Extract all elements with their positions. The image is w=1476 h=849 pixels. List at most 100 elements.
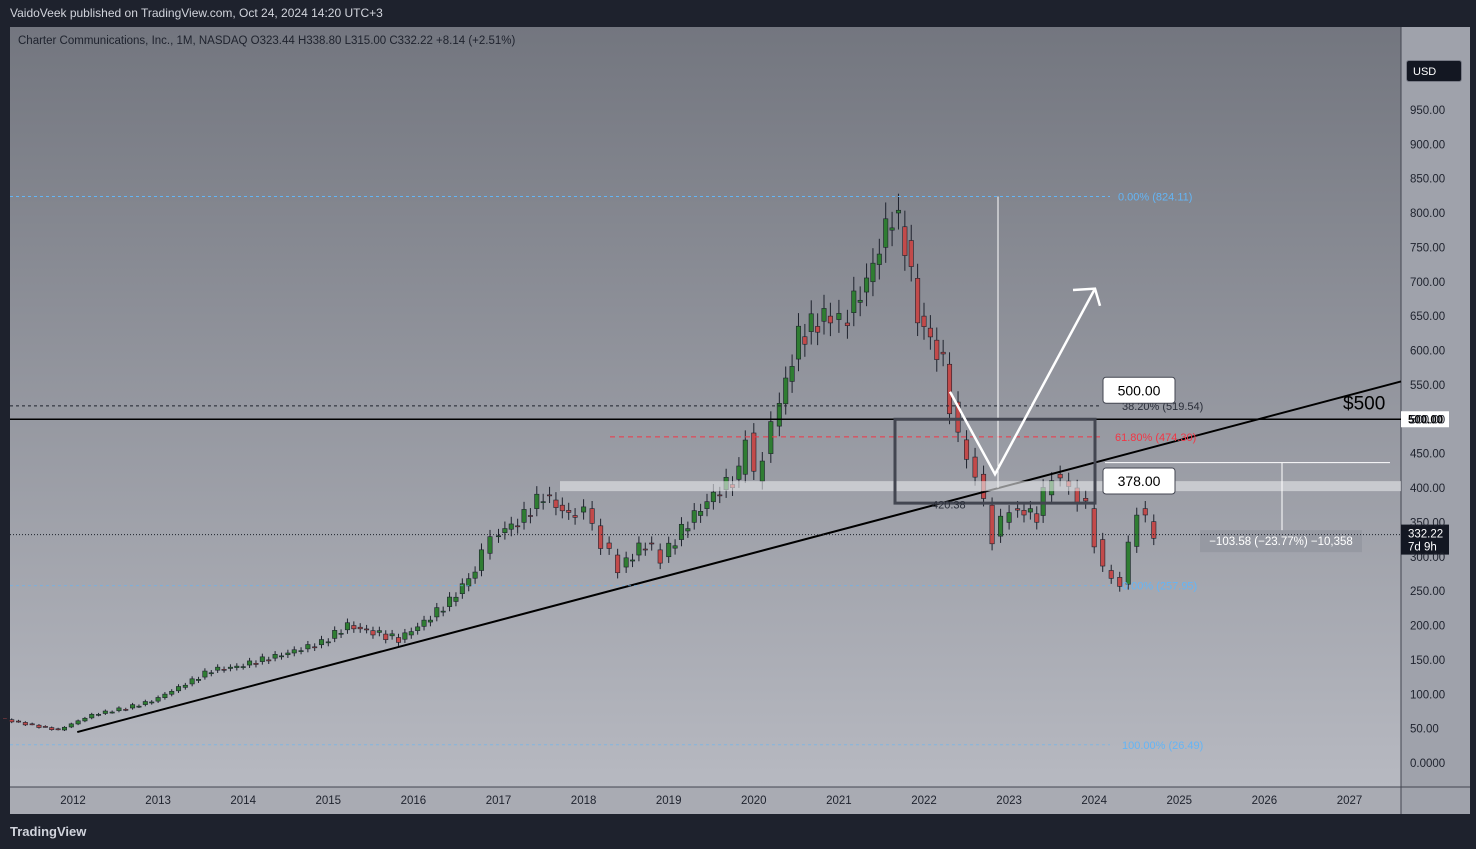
x-tick-label: 2013 <box>145 795 171 807</box>
candle-body <box>459 583 465 595</box>
candle-body <box>657 549 663 564</box>
candle-body <box>908 240 914 267</box>
candle-body <box>478 549 484 571</box>
candle-body <box>857 299 863 303</box>
candle-body <box>472 571 478 579</box>
candle-body <box>717 494 723 497</box>
candle-body <box>759 460 765 482</box>
y-tick-label: 150.00 <box>1410 655 1445 667</box>
candle-body <box>487 536 493 554</box>
fib-100-label: 100.00% (26.49) <box>1122 740 1203 752</box>
candle-body <box>921 315 927 327</box>
box-label: 420.38 <box>932 500 966 512</box>
candle-body <box>234 665 240 668</box>
currency-button[interactable]: USD <box>1406 60 1462 82</box>
fib-618-label: 61.80% (474.30) <box>1115 432 1196 444</box>
x-tick-label: 2026 <box>1252 795 1278 807</box>
time-axis-bg <box>10 787 1401 814</box>
chart-svg[interactable]: $500 38.20% (519.54) 61.80% (474.30) 0.00% … <box>0 27 1476 814</box>
candle-body <box>934 339 940 360</box>
candle-body <box>870 262 876 283</box>
y-tick-label: 100.00 <box>1410 689 1445 701</box>
candle-body <box>704 501 710 509</box>
candle-body <box>927 327 933 338</box>
fib-low-label: 0.00% (257.95) <box>1122 581 1197 593</box>
resistance-band <box>560 481 1401 492</box>
y-tick-label: 850.00 <box>1410 174 1445 186</box>
candle-body <box>864 277 870 293</box>
candle-body <box>742 439 748 475</box>
candle-body <box>240 666 246 668</box>
candle-body <box>298 650 304 652</box>
candle-body <box>802 336 808 345</box>
candle-body <box>915 278 921 324</box>
projection-arrow <box>948 288 1097 477</box>
candle-body <box>521 509 527 523</box>
candle-body <box>547 494 553 497</box>
candle-body <box>972 456 978 478</box>
callout-378 <box>1102 467 1176 495</box>
publisher-bar: VaidoVeek published on TradingView.com, … <box>0 0 1476 27</box>
y-tick-label: 900.00 <box>1410 139 1445 151</box>
candle-body <box>55 728 61 731</box>
axis-500-tag <box>1401 411 1449 428</box>
candle-body <box>615 554 621 574</box>
callout-500 <box>1102 376 1176 404</box>
candle-body <box>9 719 15 723</box>
candle-body <box>815 326 821 333</box>
candle-body <box>259 656 265 662</box>
candle-body <box>776 403 782 427</box>
candle-body <box>344 622 350 631</box>
candle-body <box>889 227 895 231</box>
candle-body <box>357 626 363 630</box>
candle-body <box>768 421 774 454</box>
y-tick-label: 0.0000 <box>1410 758 1445 770</box>
y-tick-label: 950.00 <box>1410 105 1445 117</box>
candle-body <box>559 504 565 512</box>
candle-body <box>527 515 533 517</box>
chart-area[interactable]: $500 38.20% (519.54) 61.80% (474.30) 0.00% … <box>0 27 1476 814</box>
candle-body <box>364 628 370 631</box>
candle-body <box>589 508 595 524</box>
x-tick-label: 2019 <box>656 795 682 807</box>
arrow-head <box>1072 287 1102 307</box>
candle-body <box>208 672 214 675</box>
candle-body <box>623 557 629 568</box>
candle-body <box>176 686 182 692</box>
candle-body <box>421 619 427 627</box>
candle-body <box>312 646 318 649</box>
candle-body <box>795 325 801 360</box>
y-tick-label: 400.00 <box>1410 483 1445 495</box>
candle-body <box>989 504 995 545</box>
x-tick-label: 2023 <box>996 795 1022 807</box>
x-tick-label: 2012 <box>60 795 86 807</box>
candle-body <box>89 713 95 719</box>
candle-body <box>836 313 842 320</box>
candle-body <box>666 542 672 558</box>
candle-body <box>736 465 742 480</box>
candle-body <box>678 523 684 540</box>
countdown-text: 7d 9h <box>1408 542 1437 554</box>
candle-body <box>389 633 395 637</box>
candle-body <box>540 501 546 503</box>
candle-body <box>1006 512 1012 523</box>
candle-body <box>553 499 559 508</box>
candle-body <box>61 726 67 731</box>
y-tick-label: 800.00 <box>1410 208 1445 220</box>
y-tick-label: 650.00 <box>1410 311 1445 323</box>
last-price-text: 332.22 <box>1408 529 1443 541</box>
candle-body <box>272 654 278 659</box>
candle-body <box>136 705 142 708</box>
candle-body <box>130 704 136 709</box>
candle-body <box>169 691 175 695</box>
candle-body <box>434 607 440 618</box>
candle-body <box>515 525 521 528</box>
candle-body <box>227 666 233 669</box>
candle-body <box>16 720 22 723</box>
y-tick-label: 750.00 <box>1410 242 1445 254</box>
y-tick-label: 500.00 <box>1410 414 1445 426</box>
candle-body <box>1015 508 1021 511</box>
candle-body <box>196 679 202 681</box>
candle-body <box>162 693 168 698</box>
last-price-tag <box>1401 524 1449 555</box>
